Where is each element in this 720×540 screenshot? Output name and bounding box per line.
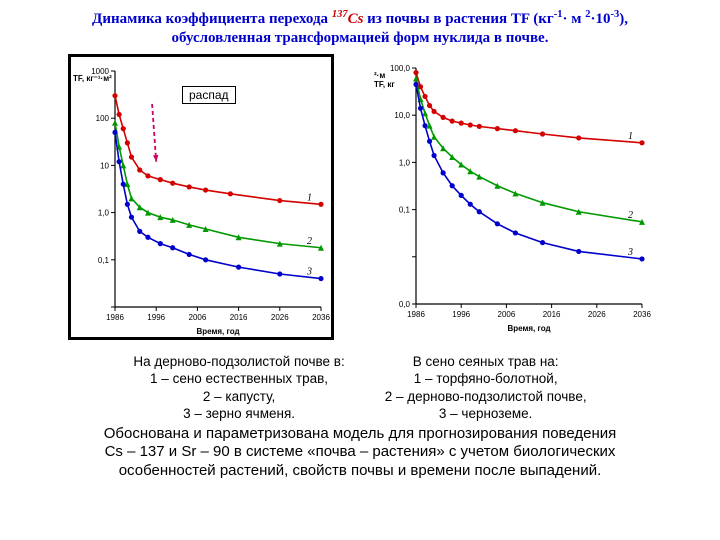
- decay-label: распад: [182, 86, 236, 104]
- svg-text:3: 3: [306, 266, 312, 277]
- legend-line: 2 – капусту,: [133, 388, 344, 406]
- svg-text:TF, кг⁻¹·м²: TF, кг⁻¹·м²: [73, 74, 112, 83]
- nuclide: 137Cs: [332, 11, 364, 27]
- svg-text:1,0: 1,0: [98, 208, 110, 217]
- title-part: Динамика коэффициента перехода: [92, 11, 332, 27]
- title-part: ),: [619, 11, 628, 27]
- svg-text:0,1: 0,1: [399, 205, 411, 214]
- svg-text:100,0: 100,0: [390, 64, 411, 73]
- svg-text:3: 3: [627, 246, 633, 257]
- svg-text:2036: 2036: [633, 310, 651, 319]
- svg-text:2026: 2026: [271, 313, 289, 322]
- svg-text:2006: 2006: [189, 313, 207, 322]
- svg-text:2036: 2036: [312, 313, 330, 322]
- legend-line: 1 – сено естественных трав,: [133, 370, 344, 388]
- legend-block: На дерново-подзолистой почве в: 1 – сено…: [20, 353, 700, 423]
- legend-head: В сено сеяных трав на:: [385, 353, 587, 371]
- title-part: · м: [562, 11, 585, 27]
- title-line2: обусловленная трансформацией форм нуклид…: [172, 30, 549, 46]
- svg-text:Время, год: Время, год: [196, 327, 239, 336]
- title-part: ·10: [590, 11, 610, 27]
- svg-text:Время, год: Время, год: [507, 324, 550, 333]
- conclusion-line: особенностей растений, свойств почвы и в…: [20, 462, 700, 481]
- svg-text:10,0: 10,0: [394, 111, 410, 120]
- left-chart: 0,11,0101001000198619962006201620262036В…: [68, 54, 334, 345]
- svg-text:1986: 1986: [106, 313, 124, 322]
- conclusion-line: Обоснована и параметризована модель для …: [20, 425, 700, 444]
- svg-text:1996: 1996: [147, 313, 165, 322]
- svg-text:2026: 2026: [588, 310, 606, 319]
- legend-line: 3 – черноземе.: [385, 405, 587, 423]
- legend-line: 2 – дерново-подзолистой почве,: [385, 388, 587, 406]
- svg-text:1: 1: [307, 192, 312, 203]
- conclusion: Обоснована и параметризована модель для …: [20, 425, 700, 481]
- title-part: из почвы в растения TF (кг: [363, 11, 553, 27]
- svg-text:1996: 1996: [452, 310, 470, 319]
- legend-head: На дерново-подзолистой почве в:: [133, 353, 344, 371]
- svg-text:²·мTF, кг: ²·мTF, кг: [374, 71, 395, 89]
- legend-line: 3 – зерно ячменя.: [133, 405, 344, 423]
- svg-text:1986: 1986: [407, 310, 425, 319]
- svg-text:100: 100: [96, 114, 110, 123]
- svg-text:2006: 2006: [498, 310, 516, 319]
- svg-text:0,1: 0,1: [98, 255, 110, 264]
- legend-right: В сено сеяных трав на: 1 – торфяно-болот…: [385, 353, 587, 423]
- legend-left: На дерново-подзолистой почве в: 1 – сено…: [133, 353, 344, 423]
- svg-text:2: 2: [307, 235, 312, 246]
- svg-text:2: 2: [628, 209, 633, 220]
- svg-text:1,0: 1,0: [399, 158, 411, 167]
- charts-row: 0,11,0101001000198619962006201620262036В…: [20, 54, 700, 345]
- svg-text:10: 10: [100, 161, 109, 170]
- svg-text:1: 1: [628, 130, 633, 141]
- page-title: Динамика коэффициента перехода 137Cs из …: [20, 8, 700, 48]
- sup: -3: [610, 9, 619, 20]
- svg-text:2016: 2016: [543, 310, 561, 319]
- conclusion-line: Cs – 137 и Sr – 90 в системе «почва – ра…: [20, 443, 700, 462]
- svg-text:0,0: 0,0: [399, 300, 411, 309]
- right-chart: 0,0 0,1 1,0 10,0 100,0 1986 1996 2006 2016 2026 20…: [372, 54, 652, 345]
- legend-line: 1 – торфяно-болотной,: [385, 370, 587, 388]
- svg-text:2016: 2016: [230, 313, 248, 322]
